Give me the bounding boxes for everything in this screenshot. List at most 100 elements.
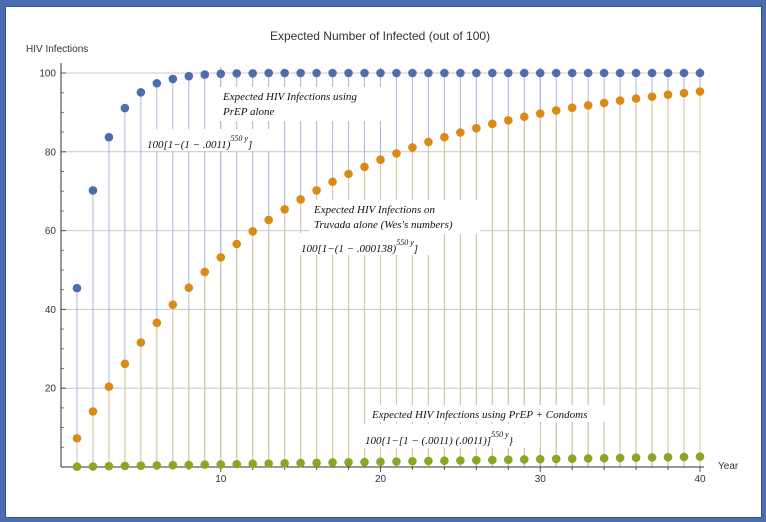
data-point-series-3 — [216, 460, 226, 469]
data-point-series-1 — [408, 68, 417, 78]
data-point-series-1 — [280, 68, 289, 78]
data-point-series-3 — [88, 462, 98, 471]
data-point-series-3 — [248, 459, 257, 469]
y-tick-label: 100 — [39, 69, 56, 80]
data-point-series-1 — [344, 68, 353, 78]
annotation-prep-alone-line-2: PrEP alone — [222, 106, 275, 118]
annotation-truvada-line-2: Truvada alone (Wes's numbers) — [314, 219, 453, 231]
data-point-series-1 — [695, 68, 705, 78]
data-point-series-3 — [72, 462, 82, 472]
data-point-series-3 — [424, 456, 433, 466]
x-tick-label: 30 — [535, 474, 547, 485]
drop-lines — [76, 73, 701, 467]
data-point-series-1 — [679, 68, 689, 78]
data-point-series-3 — [695, 452, 705, 461]
data-point-series-1 — [120, 103, 130, 113]
data-points — [72, 68, 705, 472]
data-point-series-2 — [120, 359, 130, 369]
data-point-series-2 — [504, 115, 513, 125]
data-point-series-3 — [519, 455, 529, 464]
data-point-series-1 — [599, 68, 609, 78]
data-point-series-1 — [376, 68, 385, 78]
data-point-series-2 — [152, 318, 162, 328]
data-point-series-3 — [488, 455, 497, 465]
data-point-series-2 — [136, 338, 146, 347]
formula-prep-condoms: 100{1−[1 − (.0011) (.0011)]550 y} — [365, 430, 514, 447]
data-point-series-2 — [408, 143, 417, 152]
chart: 20 40 60 80 100 10 20 30 40 Expected Number of I… — [26, 29, 739, 485]
data-point-series-1 — [567, 68, 577, 78]
data-point-series-1 — [200, 70, 210, 79]
formula-prep-alone: 100[1−(1 − .0011)550 y] — [147, 134, 252, 151]
data-point-series-3 — [200, 460, 210, 469]
data-point-series-2 — [200, 267, 210, 277]
data-point-series-2 — [456, 128, 465, 137]
data-point-series-2 — [631, 94, 641, 103]
data-point-series-3 — [408, 456, 417, 466]
data-point-series-3 — [376, 457, 385, 467]
data-point-series-1 — [472, 68, 481, 78]
data-point-series-1 — [583, 68, 593, 78]
data-point-series-3 — [264, 459, 273, 468]
y-axis-label: HIV Infections — [26, 44, 88, 55]
data-point-series-1 — [136, 88, 146, 97]
data-point-series-3 — [679, 452, 689, 462]
y-tick-label: 80 — [45, 147, 57, 158]
data-point-series-2 — [695, 87, 705, 96]
data-point-series-3 — [328, 458, 337, 467]
data-point-series-3 — [631, 453, 641, 462]
annotation-truvada-line-1: Expected HIV Infections on — [313, 204, 436, 216]
chart-title: Expected Number of Infected (out of 100) — [270, 29, 490, 43]
data-point-series-2 — [647, 92, 657, 101]
data-point-series-1 — [360, 68, 369, 78]
data-point-series-1 — [424, 68, 433, 78]
data-point-series-2 — [216, 253, 226, 262]
data-point-series-2 — [88, 407, 98, 416]
data-point-series-2 — [551, 106, 561, 115]
data-point-series-3 — [456, 456, 465, 465]
data-point-series-3 — [583, 454, 593, 463]
data-point-series-2 — [232, 239, 242, 249]
data-point-series-2 — [360, 162, 369, 172]
data-point-series-1 — [551, 68, 561, 78]
data-point-series-1 — [456, 68, 465, 78]
data-point-series-1 — [328, 68, 337, 78]
y-tick-label: 20 — [45, 384, 57, 395]
data-point-series-1 — [248, 69, 257, 78]
data-point-series-2 — [328, 177, 337, 187]
data-point-series-1 — [504, 68, 513, 78]
data-point-series-3 — [120, 461, 130, 471]
annotation-prep-condoms: Expected HIV Infections using PrEP + Con… — [362, 405, 618, 448]
data-point-series-2 — [280, 205, 289, 214]
data-point-series-3 — [472, 455, 481, 465]
data-point-series-2 — [296, 195, 305, 204]
data-point-series-3 — [104, 461, 114, 471]
data-point-series-3 — [392, 457, 401, 466]
data-point-series-3 — [280, 459, 289, 468]
data-point-series-1 — [296, 68, 305, 78]
data-point-series-3 — [615, 453, 625, 463]
data-point-series-3 — [168, 460, 178, 470]
data-point-series-3 — [296, 458, 305, 468]
data-point-series-2 — [424, 137, 433, 147]
data-point-series-1 — [184, 71, 194, 81]
x-tick-label: 10 — [215, 474, 227, 485]
data-point-series-1 — [168, 74, 178, 84]
data-point-series-2 — [440, 132, 449, 142]
data-point-series-1 — [312, 68, 321, 78]
data-point-series-3 — [440, 456, 449, 466]
data-point-series-1 — [615, 68, 625, 78]
data-point-series-2 — [615, 96, 625, 105]
data-point-series-1 — [647, 68, 657, 78]
data-point-series-2 — [72, 433, 82, 443]
data-point-series-2 — [376, 155, 385, 164]
data-point-series-1 — [631, 68, 641, 78]
data-point-series-3 — [312, 458, 321, 468]
data-point-series-1 — [232, 69, 242, 78]
data-point-series-2 — [168, 300, 178, 309]
data-point-series-1 — [152, 78, 162, 88]
formula-truvada-alone: 100[1−(1 − .000138)550 y] — [301, 238, 418, 255]
data-point-series-2 — [535, 109, 545, 118]
data-point-series-2 — [472, 123, 481, 133]
data-point-series-2 — [488, 119, 497, 129]
